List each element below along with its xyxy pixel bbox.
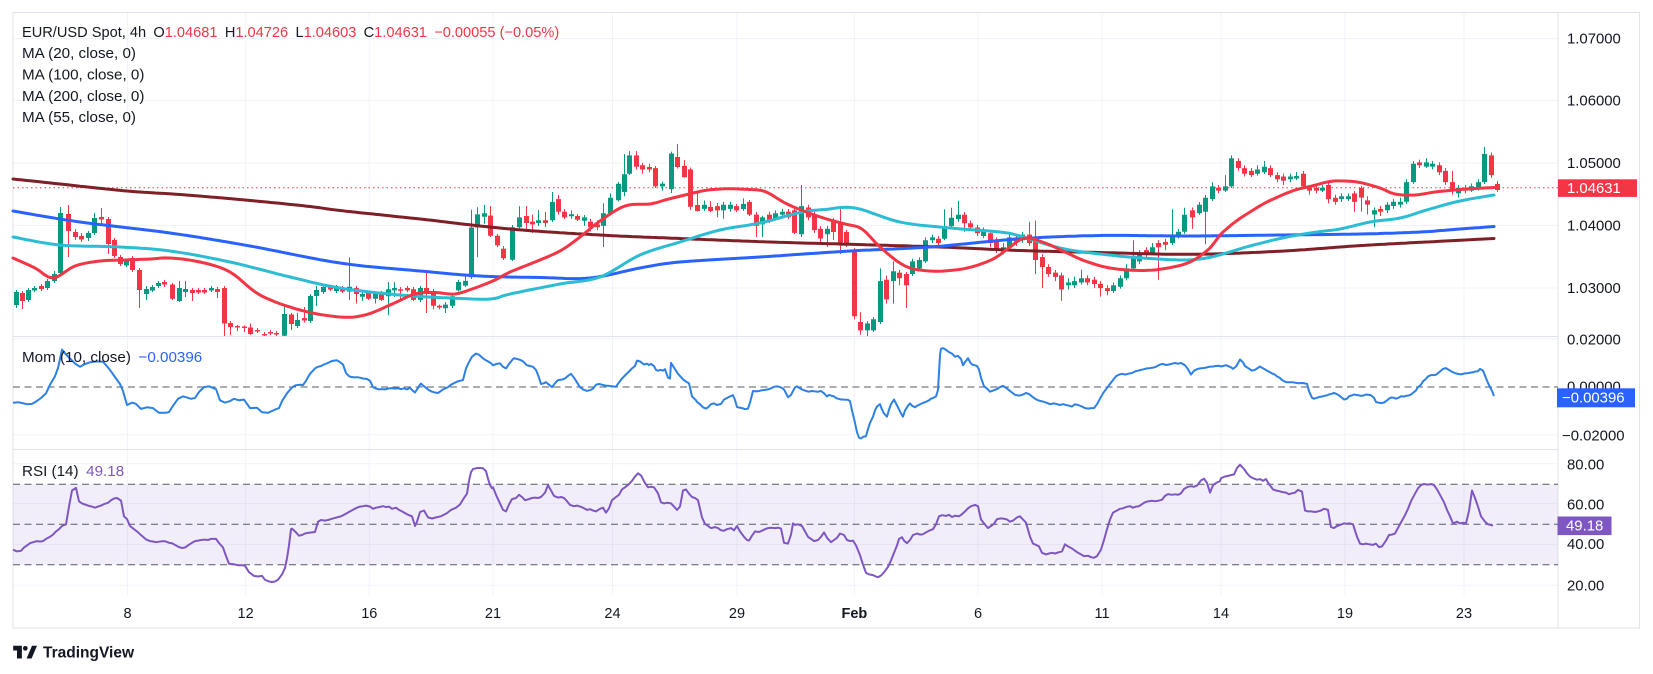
svg-text:11: 11 [1094, 606, 1109, 622]
svg-text:14: 14 [1213, 606, 1229, 622]
svg-text:1.04631: 1.04631 [1567, 181, 1621, 197]
svg-text:6: 6 [974, 606, 982, 622]
svg-text:1.07000: 1.07000 [1567, 32, 1621, 48]
svg-text:MA (20, close, 0): MA (20, close, 0) [22, 45, 136, 62]
svg-text:19: 19 [1337, 606, 1353, 622]
svg-text:21: 21 [485, 606, 501, 622]
svg-text:MA (200, close, 0): MA (200, close, 0) [22, 88, 144, 105]
svg-text:1.06000: 1.06000 [1567, 94, 1621, 110]
svg-text:12: 12 [238, 606, 254, 622]
svg-text:23: 23 [1456, 606, 1472, 622]
svg-text:1.03000: 1.03000 [1567, 281, 1621, 297]
svg-text:TradingView: TradingView [43, 645, 135, 662]
svg-text:60.00: 60.00 [1567, 497, 1604, 513]
svg-text:1.04000: 1.04000 [1567, 219, 1621, 235]
svg-text:−0.00396: −0.00396 [1562, 391, 1625, 407]
svg-text:EUR/USD Spot, 4h O1.04681 H1.0: EUR/USD Spot, 4h O1.04681 H1.04726 L1.04… [22, 25, 559, 41]
svg-text:Mom (10, close) −0.00396: Mom (10, close) −0.00396 [22, 349, 202, 366]
svg-text:24: 24 [604, 606, 620, 622]
svg-text:20.00: 20.00 [1567, 578, 1604, 594]
svg-text:40.00: 40.00 [1567, 537, 1604, 553]
svg-text:MA (55, close, 0): MA (55, close, 0) [22, 109, 136, 126]
svg-text:80.00: 80.00 [1567, 458, 1604, 474]
svg-text:49.18: 49.18 [1566, 519, 1603, 535]
svg-text:RSI (14) 49.18: RSI (14) 49.18 [22, 463, 124, 480]
svg-text:−0.02000: −0.02000 [1562, 429, 1625, 445]
svg-text:16: 16 [361, 606, 377, 622]
svg-text:0.02000: 0.02000 [1567, 333, 1621, 349]
svg-text:MA (100, close, 0): MA (100, close, 0) [22, 67, 144, 84]
svg-text:29: 29 [729, 606, 745, 622]
svg-text:1.05000: 1.05000 [1567, 156, 1621, 172]
svg-text:8: 8 [123, 606, 131, 622]
svg-text:Feb: Feb [842, 606, 868, 622]
